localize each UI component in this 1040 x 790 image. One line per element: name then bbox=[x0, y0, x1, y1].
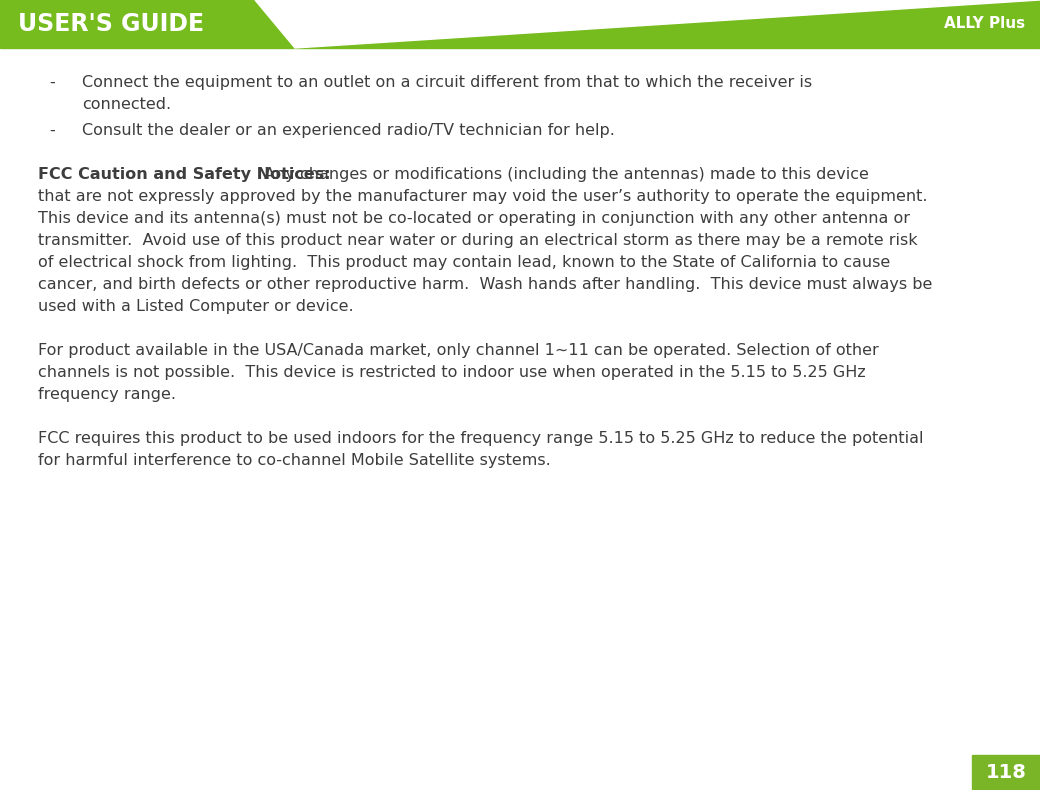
Text: cancer, and birth defects or other reproductive harm.  Wash hands after handling: cancer, and birth defects or other repro… bbox=[38, 277, 933, 292]
Text: used with a Listed Computer or device.: used with a Listed Computer or device. bbox=[38, 299, 354, 314]
Text: USER'S GUIDE: USER'S GUIDE bbox=[18, 12, 204, 36]
Text: transmitter.  Avoid use of this product near water or during an electrical storm: transmitter. Avoid use of this product n… bbox=[38, 233, 917, 248]
Text: ALLY Plus: ALLY Plus bbox=[944, 17, 1025, 32]
Text: of electrical shock from lighting.  This product may contain lead, known to the : of electrical shock from lighting. This … bbox=[38, 255, 890, 270]
Text: connected.: connected. bbox=[82, 97, 172, 112]
Text: Connect the equipment to an outlet on a circuit different from that to which the: Connect the equipment to an outlet on a … bbox=[82, 75, 812, 90]
Text: channels is not possible.  This device is restricted to indoor use when operated: channels is not possible. This device is… bbox=[38, 365, 865, 380]
Bar bbox=[972, 755, 1040, 790]
Text: FCC requires this product to be used indoors for the frequency range 5.15 to 5.2: FCC requires this product to be used ind… bbox=[38, 431, 924, 446]
Text: -: - bbox=[49, 123, 55, 138]
Bar bbox=[0, 0, 1040, 48]
Text: frequency range.: frequency range. bbox=[38, 387, 176, 402]
Text: This device and its antenna(s) must not be co-located or operating in conjunctio: This device and its antenna(s) must not … bbox=[38, 211, 910, 226]
Text: for harmful interference to co-channel Mobile Satellite systems.: for harmful interference to co-channel M… bbox=[38, 453, 551, 468]
Text: Any changes or modifications (including the antennas) made to this device: Any changes or modifications (including … bbox=[259, 167, 868, 182]
Text: Consult the dealer or an experienced radio/TV technician for help.: Consult the dealer or an experienced rad… bbox=[82, 123, 615, 138]
Text: FCC Caution and Safety Notices:: FCC Caution and Safety Notices: bbox=[38, 167, 331, 182]
Text: For product available in the USA/Canada market, only channel 1~11 can be operate: For product available in the USA/Canada … bbox=[38, 343, 879, 358]
Text: that are not expressly approved by the manufacturer may void the user’s authorit: that are not expressly approved by the m… bbox=[38, 189, 928, 204]
Polygon shape bbox=[255, 0, 1040, 48]
Text: -: - bbox=[49, 75, 55, 90]
Text: 118: 118 bbox=[986, 763, 1026, 782]
